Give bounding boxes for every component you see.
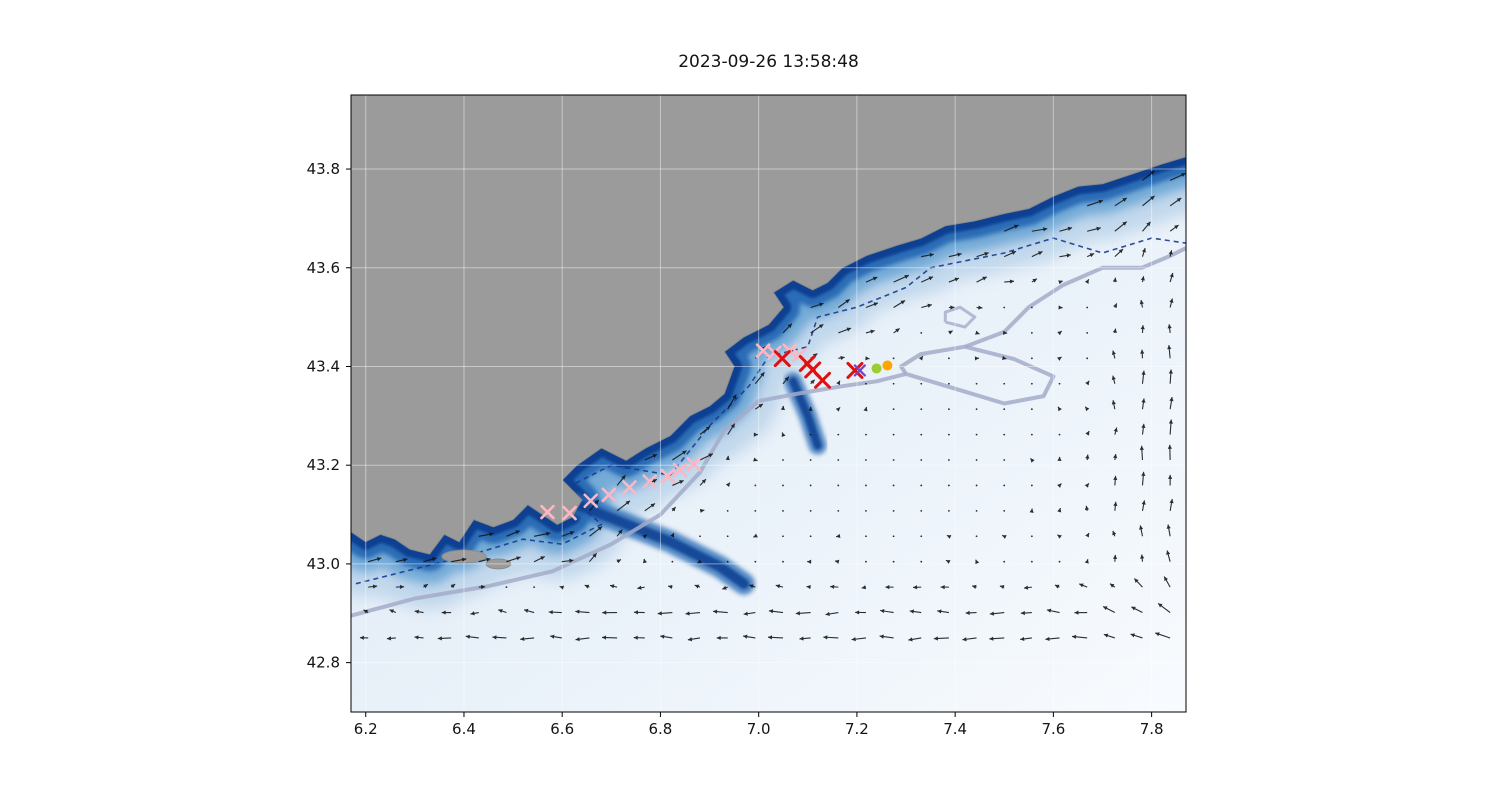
depth-contour-small-loop [943, 305, 977, 329]
observation-markers [773, 350, 864, 389]
island [441, 549, 487, 564]
depth-contour-branch [964, 246, 1186, 349]
y-tick-label: 43.8 [307, 160, 340, 178]
axis-ticks: 6.2 6.4 6.6 6.8 7.0 7.2 7.4 7.6 7.8 43.8 43.6 43.4 4… [307, 160, 1164, 738]
x-tick-label: 7.2 [845, 720, 869, 738]
y-tick-label: 43.4 [307, 357, 340, 375]
island [485, 558, 512, 570]
plot-frame [350, 94, 1187, 713]
x-tick-label: 6.6 [550, 720, 574, 738]
land-mass [351, 95, 1186, 555]
depth-contour-loop [899, 344, 1056, 406]
y-tick-label: 42.8 [307, 654, 340, 672]
y-tick-label: 43.0 [307, 555, 340, 573]
drifter-track-markers [540, 456, 702, 521]
position-dot [882, 360, 893, 371]
map-layers [351, 95, 1186, 712]
x-tick-label: 6.2 [354, 720, 378, 738]
x-tick-label: 7.8 [1140, 720, 1164, 738]
x-tick-label: 6.8 [649, 720, 673, 738]
purple-marker [853, 364, 866, 377]
x-tick-label: 6.4 [452, 720, 476, 738]
x-tick-label: 7.6 [1041, 720, 1065, 738]
y-tick-label: 43.6 [307, 259, 340, 277]
position-dots [871, 360, 893, 374]
depth-contour-thick [351, 371, 907, 618]
position-dot [871, 363, 882, 374]
quiver-field [359, 170, 1186, 642]
plot-title: 2023-09-26 13:58:48 [678, 52, 859, 72]
y-tick-label: 43.2 [307, 456, 340, 474]
x-tick-label: 7.0 [747, 720, 771, 738]
x-tick-label: 7.4 [943, 720, 967, 738]
depth-contour-dashed [355, 237, 1186, 585]
graticule [351, 95, 1186, 712]
